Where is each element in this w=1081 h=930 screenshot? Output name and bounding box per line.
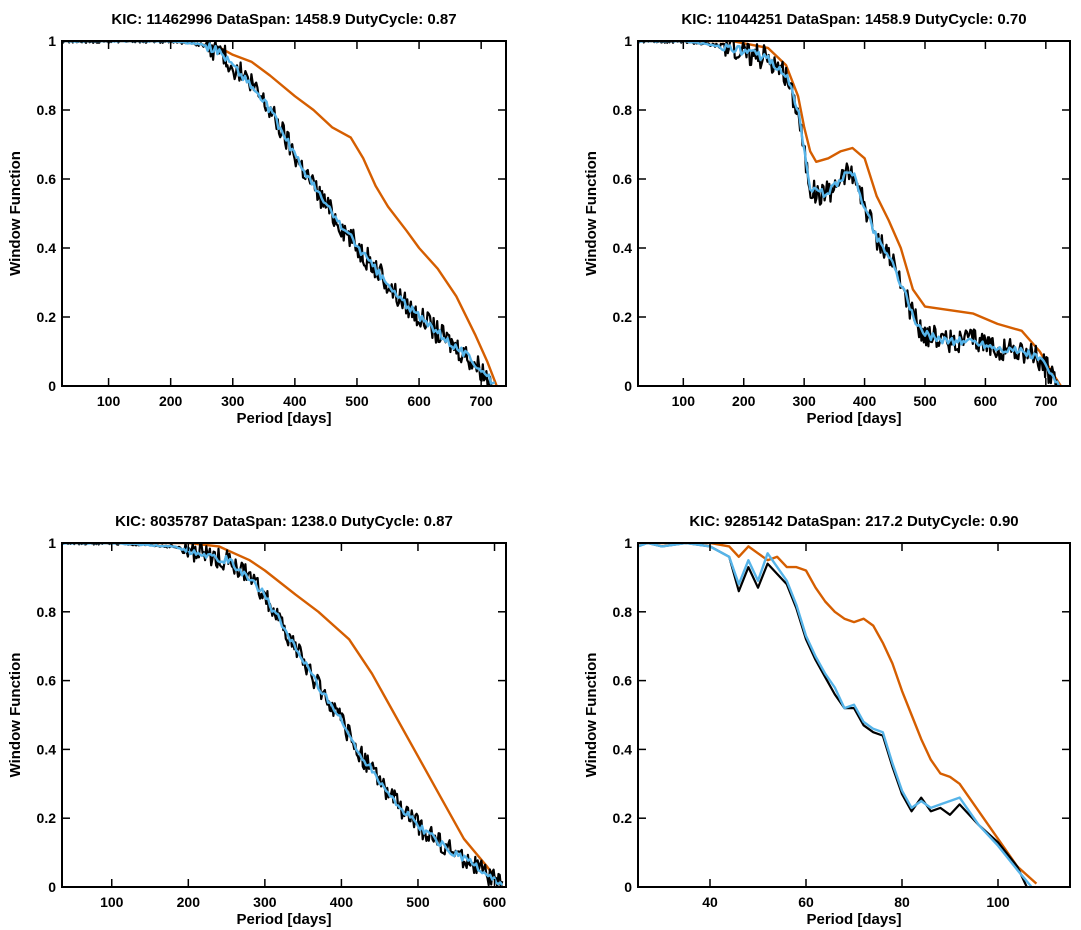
x-tick-label: 600 [407,393,431,409]
x-tick-label: 500 [913,393,937,409]
plot-area [638,40,1062,387]
x-tick-label: 300 [253,894,277,910]
x-tick-label: 100 [97,393,121,409]
plot-area [62,542,504,888]
y-tick-label: 1 [48,33,56,49]
panel-0: KIC: 11462996 DataSpan: 1458.9 DutyCycle… [7,11,507,427]
y-tick-label: 0.6 [613,171,633,187]
panel-3: KIC: 9285142 DataSpan: 217.2 DutyCycle: … [583,513,1071,928]
chart-title: KIC: 11044251 DataSpan: 1458.9 DutyCycle… [681,11,1026,28]
series-line-1 [638,40,1059,387]
x-tick-label: 200 [732,393,756,409]
x-tick-label: 600 [483,894,507,910]
x-tick-label: 700 [469,393,493,409]
x-tick-label: 40 [702,894,718,910]
y-tick-label: 0.8 [37,604,57,620]
x-tick-label: 60 [798,894,814,910]
chart-title: KIC: 8035787 DataSpan: 1238.0 DutyCycle:… [115,513,453,530]
series-line-1 [638,542,1028,888]
y-tick-label: 0.2 [613,810,633,826]
y-tick-label: 0.4 [613,240,633,256]
axes-frame [61,40,507,387]
x-axis-label: Period [days] [806,911,901,928]
y-tick-label: 0.6 [613,673,633,689]
series-line-2 [62,40,496,385]
y-tick-label: 1 [48,535,56,551]
chart-title: KIC: 11462996 DataSpan: 1458.9 DutyCycle… [111,11,456,28]
y-tick-label: 1 [624,33,632,49]
plot-area [62,40,498,387]
y-tick-label: 0.4 [37,240,57,256]
x-tick-label: 400 [853,393,877,409]
series-line-1 [62,40,494,387]
y-tick-label: 0 [48,879,56,895]
y-tick-label: 0.6 [37,673,57,689]
x-tick-label: 500 [406,894,430,910]
series-line-0 [638,40,1062,387]
axes-frame [61,542,507,888]
series-line-2 [62,542,504,886]
series-line-1 [62,542,504,888]
axes-frame [637,40,1071,387]
x-axis-label: Period [days] [236,410,331,427]
x-tick-label: 100 [672,393,696,409]
x-tick-label: 200 [159,393,183,409]
x-tick-label: 200 [177,894,201,910]
x-tick-label: 500 [345,393,369,409]
y-tick-label: 0 [624,879,632,895]
series-line-0 [638,542,1038,885]
x-tick-label: 300 [792,393,816,409]
y-tick-label: 0.2 [613,309,633,325]
y-tick-label: 0.2 [37,309,57,325]
x-axis-label: Period [days] [236,911,331,928]
y-tick-label: 0.8 [37,102,57,118]
plot-area [638,542,1038,888]
x-tick-label: 700 [1034,393,1058,409]
y-tick-label: 0.8 [613,102,633,118]
x-tick-label: 100 [986,894,1010,910]
y-tick-label: 0.4 [37,741,57,757]
y-tick-label: 0 [624,378,632,394]
x-axis-label: Period [days] [806,410,901,427]
y-axis-label: Window Function [7,151,24,276]
x-tick-label: 100 [100,894,124,910]
series-line-0 [62,542,504,888]
x-tick-label: 400 [330,894,354,910]
y-axis-label: Window Function [7,653,24,778]
series-line-2 [638,40,1061,387]
y-tick-label: 0.2 [37,810,57,826]
panel-1: KIC: 11044251 DataSpan: 1458.9 DutyCycle… [583,11,1071,427]
x-tick-label: 600 [974,393,998,409]
y-tick-label: 0.4 [613,741,633,757]
y-tick-label: 0.6 [37,171,57,187]
x-tick-label: 400 [283,393,307,409]
y-tick-label: 0 [48,378,56,394]
axes-frame [637,542,1071,888]
y-axis-label: Window Function [583,151,600,276]
x-tick-label: 80 [894,894,910,910]
series-line-2 [638,542,1033,888]
y-tick-label: 1 [624,535,632,551]
x-tick-label: 300 [221,393,245,409]
y-tick-label: 0.8 [613,604,633,620]
panel-2: KIC: 8035787 DataSpan: 1238.0 DutyCycle:… [7,513,507,928]
chart-title: KIC: 9285142 DataSpan: 217.2 DutyCycle: … [689,513,1018,530]
y-axis-label: Window Function [583,653,600,778]
